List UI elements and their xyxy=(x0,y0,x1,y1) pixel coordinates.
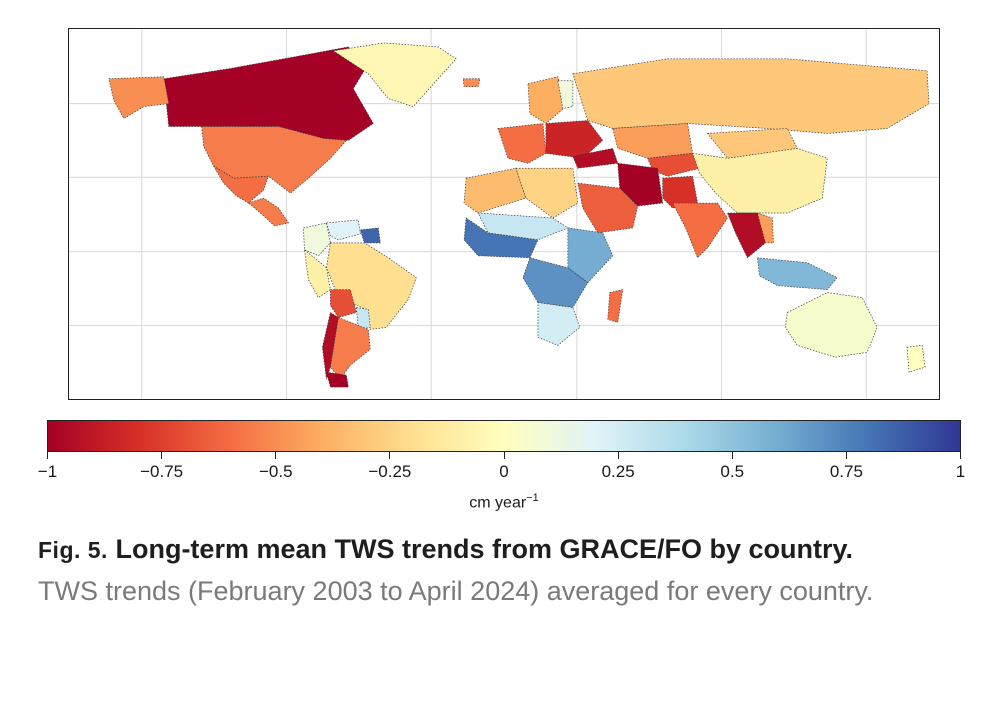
colorbar-tick-mark xyxy=(161,452,163,459)
region-north-africa-west xyxy=(463,167,527,214)
country-regions xyxy=(108,42,930,388)
region-bolivia xyxy=(330,289,357,318)
region-vietnam xyxy=(756,212,774,244)
region-australia xyxy=(784,292,878,358)
figure-number: Fig. 5. xyxy=(38,537,108,563)
colorbar-tick-label: −0.75 xyxy=(140,462,184,481)
region-west-africa xyxy=(463,217,539,259)
colorbar-tick-mark xyxy=(47,452,48,459)
region-greenland xyxy=(332,42,457,107)
region-iceland xyxy=(462,78,481,88)
region-arabian-peninsula xyxy=(577,182,639,234)
region-maritime-southeast-asia xyxy=(757,257,838,290)
colorbar-label-exponent: −1 xyxy=(526,492,539,504)
colorbar-tick-label: 1 xyxy=(955,462,966,481)
region-kazakhstan xyxy=(612,123,693,159)
region-east-africa xyxy=(567,227,614,284)
colorbar-tick-mark xyxy=(389,452,391,459)
colorbar-tick-label: −0.5 xyxy=(258,462,293,481)
region-iran xyxy=(617,162,664,207)
region-canada xyxy=(163,46,374,141)
colorbar-tick-mark xyxy=(503,452,505,459)
region-paraguay xyxy=(355,307,371,330)
colorbar xyxy=(47,420,961,452)
region-united-states xyxy=(201,126,348,194)
colorbar-tick-label: −0.25 xyxy=(368,462,412,481)
colorbar-tick-mark xyxy=(731,452,733,459)
region-central-asia xyxy=(647,152,701,177)
region-new-zealand xyxy=(906,344,926,373)
colorbar-tick-label: 0 xyxy=(499,462,509,481)
colorbar-tick-label: −1 xyxy=(37,462,58,481)
region-eastern-europe xyxy=(545,120,604,159)
region-finland xyxy=(557,80,574,109)
colorbar-tick-mark xyxy=(275,452,277,459)
region-sahel xyxy=(477,212,569,241)
region-venezuela xyxy=(325,219,361,241)
world-map-svg xyxy=(69,29,939,399)
region-scandinavia xyxy=(527,76,567,124)
region-russia xyxy=(572,58,930,134)
colorbar-tick-mark xyxy=(960,452,961,459)
region-colombia xyxy=(303,222,331,257)
region-mainland-southeast-asia xyxy=(726,212,766,259)
region-central-america xyxy=(247,197,290,227)
region-western-europe xyxy=(497,123,547,164)
region-mexico xyxy=(213,165,270,204)
colorbar-tick-label: 0.5 xyxy=(720,462,745,481)
region-brazil xyxy=(326,242,417,330)
region-alaska xyxy=(108,76,170,119)
region-north-africa-east xyxy=(515,167,579,219)
colorbar-tick-label: 0.75 xyxy=(829,462,863,481)
figure-title: Long-term mean TWS trends from GRACE/FO … xyxy=(115,534,854,564)
region-china xyxy=(692,147,828,214)
region-peru xyxy=(303,248,331,299)
region-india xyxy=(672,202,728,259)
caption-title: Fig. 5. Long-term mean TWS trends from G… xyxy=(38,530,968,569)
region-guyana xyxy=(359,227,381,244)
region-madagascar xyxy=(607,289,624,323)
colorbar-label-base: cm year xyxy=(469,494,527,512)
figure-caption: Fig. 5. Long-term mean TWS trends from G… xyxy=(38,530,968,611)
region-argentina xyxy=(330,316,371,380)
region-patagonia xyxy=(325,371,349,388)
colorbar-tick-label: 0.25 xyxy=(601,462,635,481)
region-turkey xyxy=(572,147,619,169)
region-southern-africa xyxy=(537,302,581,346)
colorbar-tick-mark xyxy=(617,452,619,459)
colorbar-label: cm year−1 xyxy=(469,492,538,512)
colorbar-tick-mark xyxy=(845,452,847,459)
world-map xyxy=(68,28,940,400)
figure-description: TWS trends (February 2003 to April 2024)… xyxy=(38,576,874,606)
